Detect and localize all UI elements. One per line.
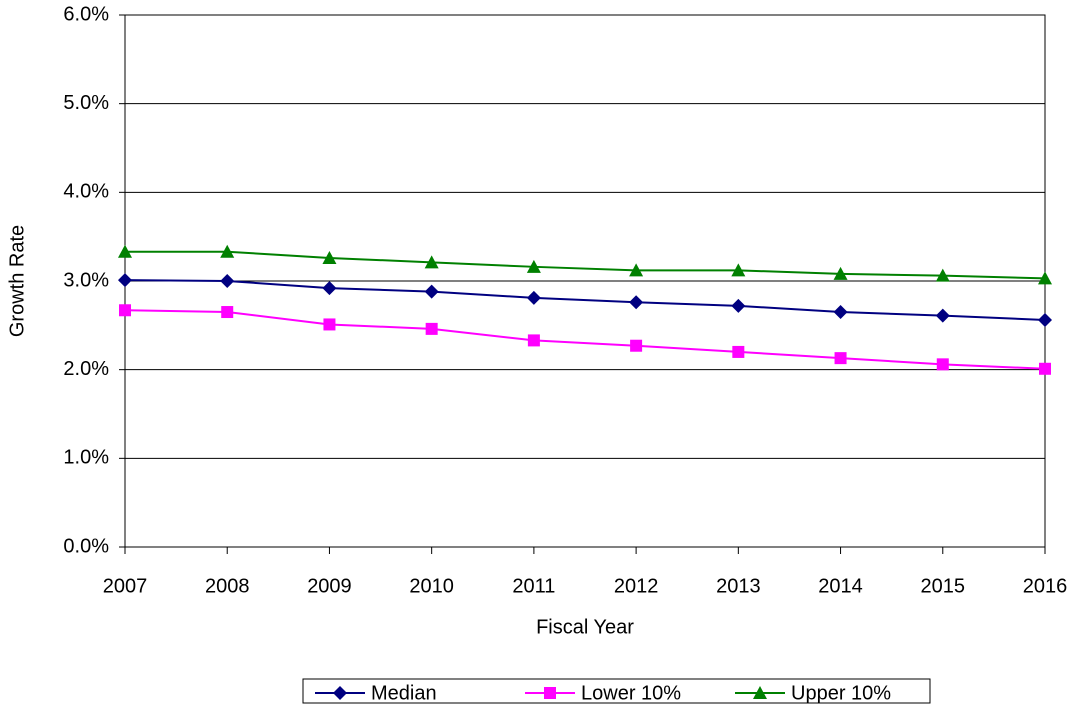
marker <box>753 686 767 699</box>
legend-label: Upper 10% <box>791 682 891 704</box>
marker <box>220 274 235 288</box>
marker <box>1038 313 1052 328</box>
marker <box>1038 271 1052 285</box>
marker <box>833 305 848 320</box>
y-tick-label: 4.0% <box>63 181 109 203</box>
marker <box>424 255 439 269</box>
marker <box>526 259 541 273</box>
marker <box>221 306 234 319</box>
x-tick-label: 2007 <box>103 575 148 597</box>
legend-box <box>302 678 931 704</box>
x-tick-label: 2015 <box>921 575 966 597</box>
y-tick-label: 0.0% <box>63 535 109 557</box>
marker <box>527 334 540 347</box>
x-tick-label: 2010 <box>409 575 454 597</box>
marker <box>322 250 337 264</box>
marker <box>118 244 132 258</box>
x-tick-label: 2009 <box>307 575 352 597</box>
series-line <box>124 279 1046 322</box>
marker <box>834 352 847 365</box>
marker <box>935 308 950 323</box>
x-tick-label: 2014 <box>818 575 863 597</box>
y-tick-label: 2.0% <box>63 358 109 380</box>
x-tick-label: 2008 <box>205 575 250 597</box>
x-tick-label: 2013 <box>716 575 761 597</box>
marker <box>526 290 541 305</box>
series-line <box>125 250 1046 280</box>
legend-label: Median <box>371 682 437 704</box>
marker <box>333 686 347 700</box>
marker <box>629 263 644 277</box>
marker <box>323 318 336 331</box>
marker <box>731 298 746 313</box>
marker <box>424 284 439 299</box>
marker <box>731 263 746 277</box>
series-line <box>124 309 1046 370</box>
marker <box>630 339 643 352</box>
marker <box>936 358 949 371</box>
y-tick-label: 6.0% <box>63 3 109 25</box>
marker <box>322 281 337 296</box>
marker <box>935 268 950 282</box>
x-tick-label: 2012 <box>614 575 659 597</box>
x-tick-label: 2016 <box>1023 575 1068 597</box>
marker <box>119 304 131 317</box>
x-axis-label: Fiscal Year <box>536 616 634 638</box>
y-axis-label: Growth Rate <box>6 225 28 337</box>
marker <box>1039 362 1051 375</box>
marker <box>732 345 745 358</box>
x-tick-label: 2011 <box>512 575 555 597</box>
y-tick-label: 5.0% <box>63 92 109 114</box>
marker <box>833 266 848 280</box>
marker <box>425 322 438 335</box>
marker <box>629 295 644 310</box>
marker <box>118 273 132 288</box>
marker <box>220 244 235 258</box>
marker <box>544 687 556 699</box>
y-tick-label: 1.0% <box>63 447 109 469</box>
legend-label: Lower 10% <box>581 682 681 704</box>
y-tick-label: 3.0% <box>63 269 109 291</box>
